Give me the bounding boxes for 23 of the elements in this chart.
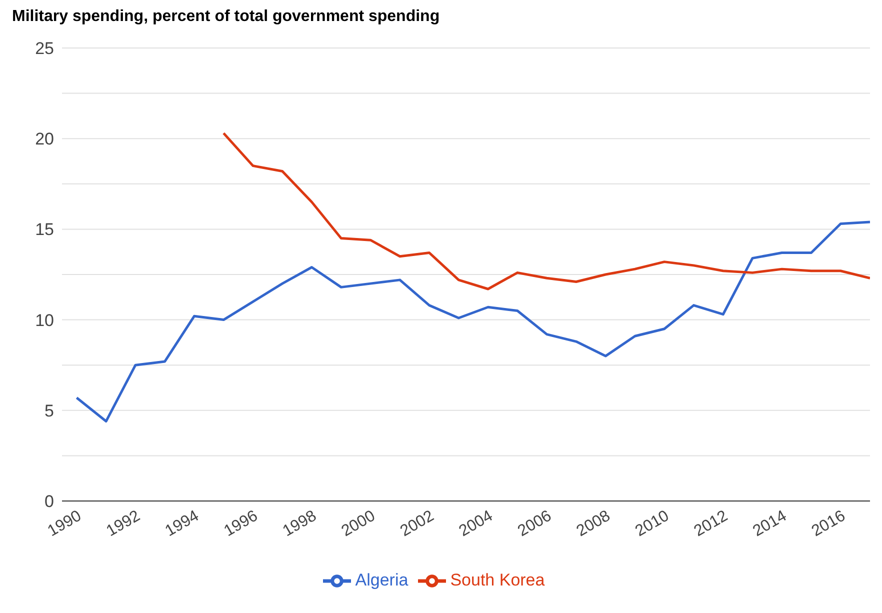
chart-title: Military spending, percent of total government spending	[12, 8, 441, 27]
x-tick-label: 2014	[750, 508, 790, 540]
x-tick-label: 1998	[280, 508, 320, 540]
x-tick-label: 2000	[338, 508, 378, 540]
x-tick-label: 2002	[398, 508, 438, 540]
y-tick-label: 25	[35, 39, 54, 58]
y-tick-label: 20	[35, 130, 54, 149]
x-tick-label: 2006	[515, 508, 555, 540]
legend-label: South Korea	[450, 570, 545, 590]
x-tick-label: 2010	[632, 508, 672, 540]
y-tick-label: 10	[35, 310, 54, 330]
y-tick-label: 5	[44, 401, 54, 420]
x-tick-label: 2016	[808, 508, 848, 540]
x-tick-label: 1996	[221, 508, 261, 540]
y-tick-label: 15	[35, 220, 54, 240]
x-tick-label: 1994	[162, 508, 202, 540]
x-tick-label: 1992	[104, 508, 144, 540]
line-series	[75, 220, 870, 423]
x-tick-label: 2008	[574, 508, 614, 540]
line-series	[222, 132, 870, 290]
legend-label: Algeria	[355, 570, 408, 590]
x-tick-label: 2004	[456, 508, 496, 540]
x-tick-label: 2012	[691, 508, 731, 540]
